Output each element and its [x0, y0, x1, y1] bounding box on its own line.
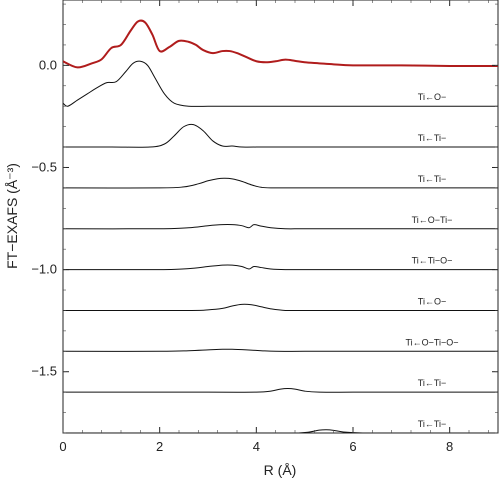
series-line-path-7 — [63, 348, 498, 352]
y-tick-label: 0.0 — [39, 57, 57, 72]
axis-ticks: 0 2 4 6 8 0.0 −0.5 −1.0 −1.5 — [31, 0, 498, 454]
path-label: Ti←Ti− — [418, 378, 447, 388]
x-tick-label: 4 — [253, 439, 260, 454]
x-tick-label: 2 — [156, 439, 163, 454]
series-line-path-3 — [63, 177, 498, 189]
x-axis-label: R (Å) — [264, 462, 297, 478]
path-label: Ti←O− — [418, 92, 446, 102]
path-labels: Ti←O−Ti←Ti−Ti←Ti−Ti←O−Ti−Ti←Ti−O−Ti←O−Ti… — [405, 92, 458, 429]
series-line-path-8 — [63, 387, 498, 393]
series-line-path-5 — [63, 264, 498, 271]
series-line-path-4 — [63, 224, 498, 230]
series-line-experiment — [63, 19, 498, 69]
x-tick-label: 8 — [446, 439, 453, 454]
series-line-path-1 — [63, 60, 498, 107]
series-line-path-6 — [63, 303, 498, 312]
series-line-path-9 — [63, 429, 498, 433]
path-label: Ti←Ti− — [418, 419, 447, 429]
y-tick-label: −1.0 — [31, 262, 57, 277]
series-line-path-2 — [63, 123, 498, 148]
x-tick-label: 0 — [59, 439, 66, 454]
y-tick-label: −1.5 — [31, 364, 57, 379]
path-label: Ti←O−Ti− — [412, 215, 453, 225]
y-tick-label: −0.5 — [31, 159, 57, 174]
path-label: Ti←Ti− — [418, 133, 447, 143]
y-axis-label: FT−EXAFS (Å⁻³) — [4, 163, 20, 269]
x-tick-label: 6 — [349, 439, 356, 454]
path-label: Ti←O− — [418, 296, 446, 306]
series-layer — [63, 19, 498, 433]
path-label: Ti←Ti−O− — [412, 256, 453, 266]
path-label: Ti←Ti− — [418, 174, 447, 184]
path-label: Ti←O−Ti−O− — [405, 337, 458, 347]
